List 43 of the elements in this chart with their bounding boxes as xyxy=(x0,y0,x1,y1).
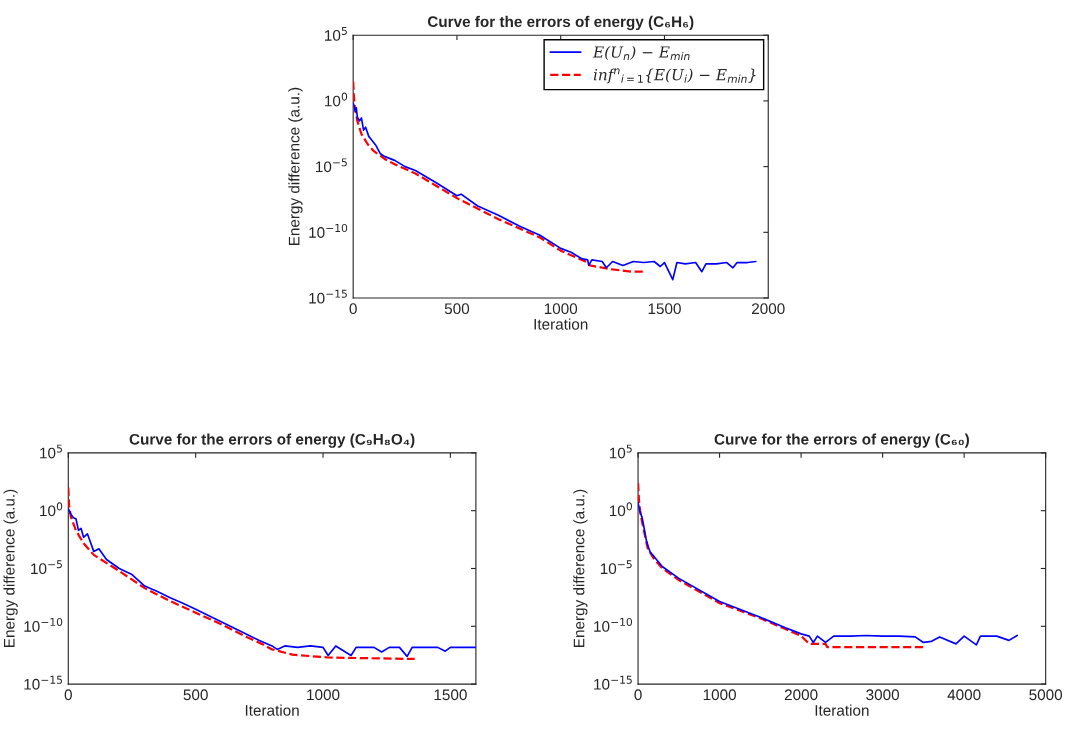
y-tick-label: 10$^{0}$ xyxy=(609,502,632,517)
y-tick-label: 10$^{5}$ xyxy=(325,27,347,41)
x-axis-title: Iteration xyxy=(245,704,299,716)
y-tick-label: 10$^{0}$ xyxy=(325,92,348,107)
legend-label: inf$^{n}$$_{i=1}${E(U$_{i}$) − E$_{min}$} xyxy=(593,68,756,84)
x-tick-label: 500 xyxy=(444,303,470,315)
y-tick-label: 10$^{−10}$ xyxy=(24,617,63,632)
y-tick-label: 10$^{−10}$ xyxy=(594,617,633,632)
x-tick-label: 0 xyxy=(349,303,357,315)
x-tick-label: 2000 xyxy=(784,689,818,701)
x-tick-label: 1000 xyxy=(307,689,340,701)
y-tick-label: 10$^{−5}$ xyxy=(31,560,62,575)
line-series xyxy=(353,102,757,281)
y-tick-label: 10$^{−5}$ xyxy=(600,560,632,575)
x-tick-label: 0 xyxy=(64,689,72,701)
x-tick-label: 1500 xyxy=(648,303,681,315)
x-axis-title: Iteration xyxy=(815,704,869,716)
x-tick-label: 2000 xyxy=(752,303,785,315)
y-axis-title: Energy difference (a.u.) xyxy=(573,489,588,647)
x-tick-label: 5000 xyxy=(1029,689,1063,701)
x-tick-label: 1500 xyxy=(434,689,467,701)
chart-title: Curve for the errors of energy (C₆₀) xyxy=(714,433,969,448)
y-axis-title: Energy difference (a.u.) xyxy=(288,87,303,246)
chart-title: Curve for the errors of energy (C₉H₈O₄) xyxy=(129,433,415,448)
y-tick-label: 10$^{5}$ xyxy=(609,444,632,459)
x-tick-label: 4000 xyxy=(947,689,981,701)
y-axis-title: Energy difference (a.u.) xyxy=(3,489,18,647)
y-tick-label: 10$^{−15}$ xyxy=(24,675,63,690)
x-axis-title: Iteration xyxy=(534,318,588,330)
y-tick-label: 10$^{−15}$ xyxy=(309,289,347,304)
y-tick-label: 10$^{−15}$ xyxy=(594,675,632,690)
line-series xyxy=(68,507,476,658)
y-tick-label: 10$^{−5}$ xyxy=(316,158,347,173)
x-tick-label: 500 xyxy=(183,689,208,701)
y-tick-label: 10$^{0}$ xyxy=(40,502,63,517)
x-tick-label: 1000 xyxy=(544,303,578,315)
legend-label: E(U$_{n}$) − E$_{min}$ xyxy=(592,45,690,61)
chart-title: Curve for the errors of energy (C₆H₆) xyxy=(427,15,694,31)
y-tick-label: 10$^{−10}$ xyxy=(309,223,348,238)
y-tick-label: 10$^{5}$ xyxy=(40,444,62,459)
x-tick-label: 0 xyxy=(634,689,642,701)
x-tick-label: 3000 xyxy=(866,689,900,701)
x-tick-label: 1000 xyxy=(703,689,736,701)
